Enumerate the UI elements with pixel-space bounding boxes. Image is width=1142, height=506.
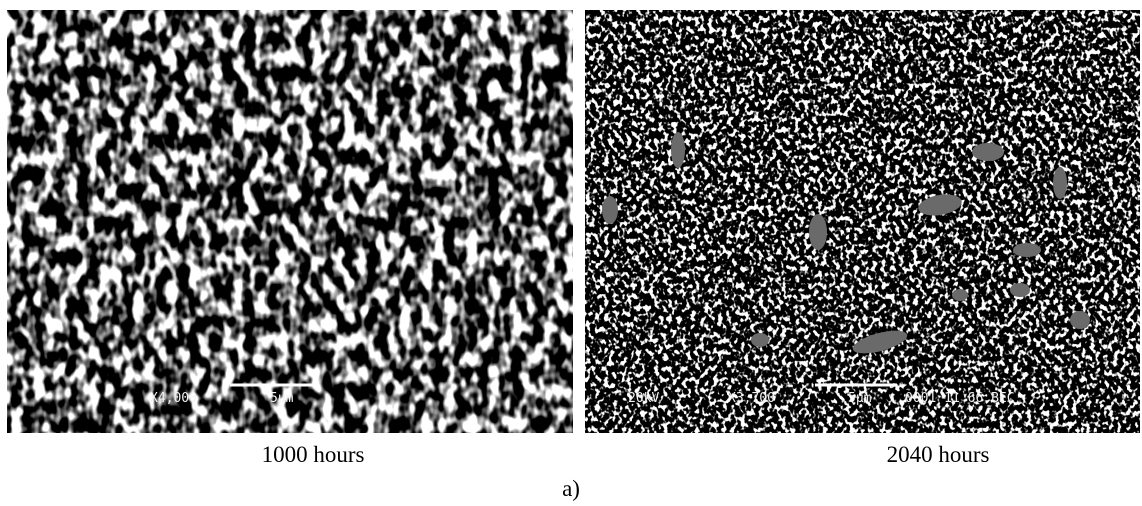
caption: 2040 hours [887,442,990,467]
scale-label: 5µm [270,391,294,406]
magnification: X3,700 [728,391,775,406]
image-info: 0001 11 66 BEC [905,391,1015,406]
magnification: X4,000 [150,391,197,406]
sem-image-left: X4,000 5µm [7,10,573,433]
sem-image-right: 20kV X3,700 5µm 0001 11 66 BEC [585,10,1140,433]
scale-label: 5µm [848,391,872,406]
voltage: 20kV [628,391,659,406]
gray-phase [602,132,1090,354]
caption: 1000 hours [262,442,365,467]
figure-label: a) [562,476,580,501]
micrograph [7,10,573,433]
micrograph [585,10,1140,433]
